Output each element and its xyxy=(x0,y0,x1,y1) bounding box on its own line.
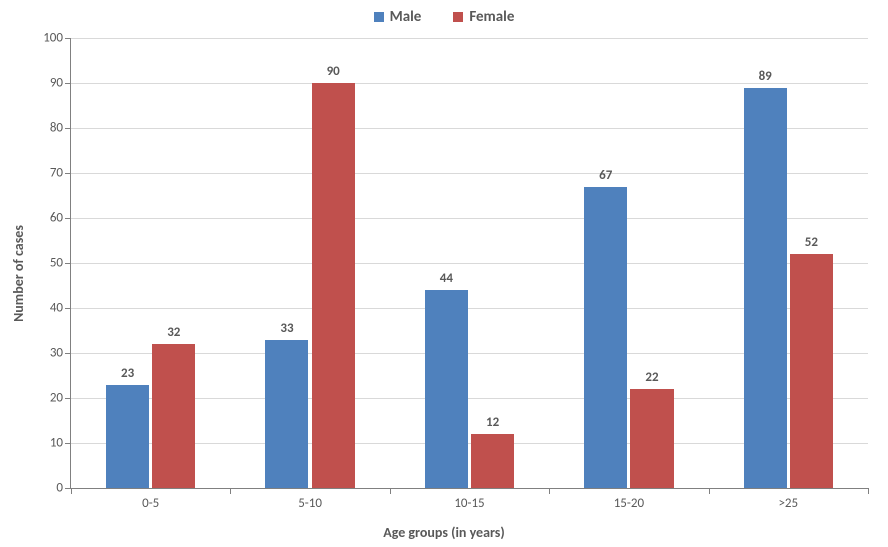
x-tick-label: 5-10 xyxy=(230,488,389,511)
category-group: 5-103390 xyxy=(230,38,389,488)
y-axis-title-text: Number of cases xyxy=(10,225,27,322)
x-tick-label: 15-20 xyxy=(549,488,708,511)
y-axis-title: Number of cases xyxy=(8,0,28,547)
bar-value-label: 44 xyxy=(440,271,453,290)
bar-value-label: 12 xyxy=(486,415,499,434)
bar-value-label: 32 xyxy=(167,325,180,344)
bar-value-label: 90 xyxy=(327,64,340,83)
bar-male: 23 xyxy=(106,385,149,489)
x-tick-mark xyxy=(868,488,869,494)
legend-label: Female xyxy=(469,8,514,26)
bar-female: 22 xyxy=(630,389,673,488)
bar-value-label: 22 xyxy=(645,370,658,389)
bar-female: 90 xyxy=(312,83,355,488)
bar-value-label: 52 xyxy=(805,235,818,254)
bar-female: 52 xyxy=(790,254,833,488)
x-tick-label: 10-15 xyxy=(390,488,549,511)
x-tick-label: 0-5 xyxy=(71,488,230,511)
category-group: >258952 xyxy=(709,38,868,488)
bar-value-label: 33 xyxy=(280,321,293,340)
bar-male: 33 xyxy=(265,340,308,489)
category-group: 10-154412 xyxy=(390,38,549,488)
x-tick-label: >25 xyxy=(709,488,868,511)
x-axis-title-text: Age groups (in years) xyxy=(383,524,505,541)
category-group: 15-206722 xyxy=(549,38,708,488)
legend-item-female: Female xyxy=(453,8,514,26)
bar-value-label: 23 xyxy=(121,366,134,385)
legend: Male Female xyxy=(0,8,888,27)
plot-inner: 01020304050607080901000-523325-10339010-… xyxy=(70,38,868,489)
bar-male: 44 xyxy=(425,290,468,488)
legend-swatch xyxy=(453,12,463,22)
bar-male: 89 xyxy=(744,88,787,489)
bar-female: 12 xyxy=(471,434,514,488)
cases-by-age-chart: MaleFemale Number of cases 0102030405060… xyxy=(0,0,888,547)
bar-male: 67 xyxy=(584,187,627,489)
category-group: 0-52332 xyxy=(71,38,230,488)
legend-label: Male xyxy=(390,8,422,26)
plot-area: 01020304050607080901000-523325-10339010-… xyxy=(70,38,868,489)
x-axis-title: Age groups (in years) xyxy=(0,524,888,541)
bar-value-label: 89 xyxy=(759,69,772,88)
legend-item-male: Male xyxy=(374,8,422,26)
legend-swatch xyxy=(374,12,384,22)
bar-value-label: 67 xyxy=(599,168,612,187)
bar-female: 32 xyxy=(152,344,195,488)
